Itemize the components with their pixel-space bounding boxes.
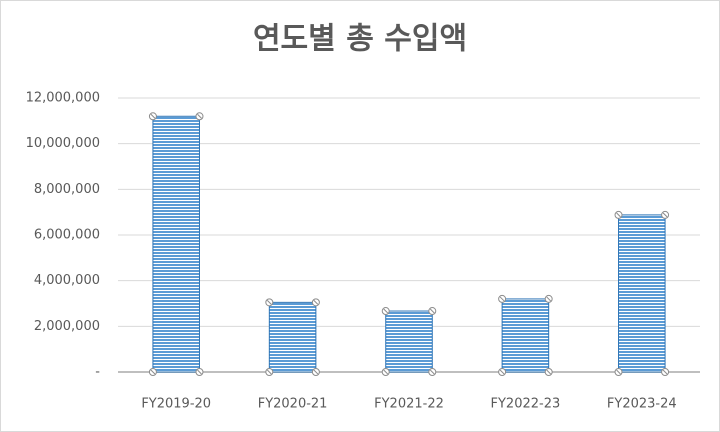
bar — [152, 115, 200, 373]
bar — [501, 298, 550, 373]
y-tick-label: 2,000,000 — [34, 319, 100, 334]
y-tick-label: 8,000,000 — [34, 182, 100, 197]
selection-handle-mark — [616, 212, 621, 218]
selection-handle-mark — [266, 369, 272, 375]
bar — [268, 301, 317, 373]
selection-handle-mark — [616, 369, 621, 375]
selection-handle-mark — [150, 113, 156, 119]
y-tick-label: 10,000,000 — [26, 136, 100, 151]
selection-handle-mark — [662, 212, 668, 218]
selection-handle-mark — [546, 369, 552, 375]
x-tick-label: FY2023-24 — [607, 397, 677, 412]
selection-handle-mark — [313, 300, 319, 305]
selection-handle-mark — [197, 369, 202, 375]
selection-handle-mark — [429, 308, 435, 314]
selection-handle-mark — [266, 300, 272, 305]
x-tick-label: FY2020-21 — [258, 397, 328, 412]
selection-handle-mark — [499, 369, 505, 375]
selection-handle-mark — [383, 369, 389, 375]
x-tick-label: FY2019-20 — [141, 397, 211, 412]
selection-handle-mark — [662, 369, 668, 375]
x-tick-label: FY2021-22 — [374, 397, 444, 412]
bar — [385, 310, 433, 373]
selection-handle-mark — [429, 369, 435, 375]
x-tick-label: FY2022-23 — [491, 397, 561, 412]
y-tick-label: 6,000,000 — [34, 228, 100, 243]
selection-handle-mark — [383, 308, 389, 314]
selection-handle-mark — [197, 113, 202, 119]
bar — [618, 214, 666, 373]
selection-handle-mark — [499, 296, 505, 302]
selection-handle-mark — [546, 296, 552, 302]
selection-handle-mark — [313, 369, 319, 375]
selection-handle-mark — [150, 369, 156, 375]
y-tick-label: 12,000,000 — [26, 91, 100, 106]
chart-title: 연도별 총 수입액 — [253, 22, 467, 57]
y-tick-label: 4,000,000 — [34, 273, 100, 288]
y-tick-label: - — [95, 365, 100, 380]
